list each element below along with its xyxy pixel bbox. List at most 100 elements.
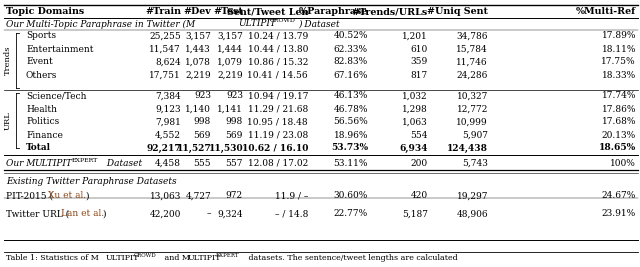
Text: Our M: Our M (6, 159, 35, 167)
Text: 11,547: 11,547 (149, 45, 181, 53)
Text: Health: Health (26, 104, 57, 113)
Text: Xu et al.: Xu et al. (48, 191, 86, 201)
Text: 30.60%: 30.60% (333, 191, 368, 201)
Text: ULTIPIT: ULTIPIT (106, 254, 140, 262)
Text: 11,746: 11,746 (456, 57, 488, 66)
Text: 7,981: 7,981 (155, 117, 181, 127)
Text: 11,530: 11,530 (209, 143, 243, 152)
Text: and M: and M (162, 254, 190, 262)
Text: 998: 998 (226, 117, 243, 127)
Text: 18.65%: 18.65% (599, 143, 636, 152)
Text: 200: 200 (411, 159, 428, 167)
Text: Twitter URL (: Twitter URL ( (6, 210, 69, 218)
Text: 7,384: 7,384 (156, 92, 181, 100)
Text: 1,032: 1,032 (403, 92, 428, 100)
Text: Finance: Finance (26, 131, 63, 139)
Text: 923: 923 (226, 92, 243, 100)
Text: Existing Twitter Paraphrase Datasets: Existing Twitter Paraphrase Datasets (6, 178, 177, 187)
Text: 46.13%: 46.13% (333, 92, 368, 100)
Text: 11,527: 11,527 (177, 143, 211, 152)
Text: 42,200: 42,200 (150, 210, 181, 218)
Text: 2,219: 2,219 (186, 70, 211, 80)
Text: #Dev: #Dev (183, 7, 211, 17)
Text: 48,906: 48,906 (456, 210, 488, 218)
Text: 5,743: 5,743 (462, 159, 488, 167)
Text: 23.91%: 23.91% (602, 210, 636, 218)
Text: 53.11%: 53.11% (333, 159, 368, 167)
Text: 10.95 / 18.48: 10.95 / 18.48 (248, 117, 308, 127)
Text: 18.11%: 18.11% (602, 45, 636, 53)
Text: 11.19 / 23.08: 11.19 / 23.08 (248, 131, 308, 139)
Text: 420: 420 (411, 191, 428, 201)
Text: 46.78%: 46.78% (333, 104, 368, 113)
Text: 10.44 / 13.80: 10.44 / 13.80 (248, 45, 308, 53)
Text: Science/Tech: Science/Tech (26, 92, 86, 100)
Text: 10.41 / 14.56: 10.41 / 14.56 (248, 70, 308, 80)
Text: CROWD: CROWD (134, 253, 157, 258)
Text: 11.9 / –: 11.9 / – (275, 191, 308, 201)
Text: 1,140: 1,140 (185, 104, 211, 113)
Text: –: – (207, 210, 211, 218)
Text: 100%: 100% (610, 159, 636, 167)
Text: 11.29 / 21.68: 11.29 / 21.68 (248, 104, 308, 113)
Text: 20.13%: 20.13% (602, 131, 636, 139)
Text: Topic Domains: Topic Domains (6, 7, 84, 17)
Text: 34,786: 34,786 (456, 32, 488, 41)
Text: 17.89%: 17.89% (602, 32, 636, 41)
Text: ): ) (102, 210, 106, 218)
Text: 10,327: 10,327 (456, 92, 488, 100)
Text: Sports: Sports (26, 32, 56, 41)
Text: 19,297: 19,297 (456, 191, 488, 201)
Text: #Train: #Train (145, 7, 181, 17)
Text: 610: 610 (411, 45, 428, 53)
Text: 569: 569 (226, 131, 243, 139)
Text: 972: 972 (226, 191, 243, 201)
Text: 3,157: 3,157 (217, 32, 243, 41)
Text: 3,157: 3,157 (185, 32, 211, 41)
Text: 24.67%: 24.67% (602, 191, 636, 201)
Text: 9,324: 9,324 (218, 210, 243, 218)
Text: 1,443: 1,443 (185, 45, 211, 53)
Text: 4,552: 4,552 (155, 131, 181, 139)
Text: datasets. The sentence/tweet lengths are calculated: datasets. The sentence/tweet lengths are… (246, 254, 458, 262)
Text: 10,999: 10,999 (456, 117, 488, 127)
Text: 92,217: 92,217 (147, 143, 181, 152)
Text: 53.73%: 53.73% (331, 143, 368, 152)
Text: 8,624: 8,624 (156, 57, 181, 66)
Text: ULTIPIT: ULTIPIT (188, 254, 221, 262)
Text: ): ) (86, 191, 90, 201)
Text: 22.77%: 22.77% (333, 210, 368, 218)
Text: ) Dataset: ) Dataset (298, 19, 340, 29)
Text: %Paraphrase: %Paraphrase (299, 7, 368, 17)
Text: 40.52%: 40.52% (333, 32, 368, 41)
Text: 82.83%: 82.83% (333, 57, 368, 66)
Text: 17.74%: 17.74% (602, 92, 636, 100)
Text: 10.62 / 16.10: 10.62 / 16.10 (242, 143, 308, 152)
Text: 998: 998 (194, 117, 211, 127)
Text: 18.96%: 18.96% (333, 131, 368, 139)
Text: ULTIPIT: ULTIPIT (238, 19, 276, 29)
Text: EXPERT: EXPERT (216, 253, 239, 258)
Text: 12.08 / 17.02: 12.08 / 17.02 (248, 159, 308, 167)
Text: 1,079: 1,079 (217, 57, 243, 66)
Text: 554: 554 (410, 131, 428, 139)
Text: Politics: Politics (26, 117, 60, 127)
Text: 2,219: 2,219 (218, 70, 243, 80)
Text: CROWD: CROWD (270, 18, 296, 23)
Text: 6,934: 6,934 (399, 143, 428, 152)
Text: 10.94 / 19.17: 10.94 / 19.17 (248, 92, 308, 100)
Text: 1,063: 1,063 (403, 117, 428, 127)
Text: URL: URL (4, 111, 12, 130)
Text: Lan et al.: Lan et al. (61, 210, 104, 218)
Text: Dataset: Dataset (104, 159, 142, 167)
Text: 9,123: 9,123 (156, 104, 181, 113)
Text: 67.16%: 67.16% (333, 70, 368, 80)
Text: 18.33%: 18.33% (602, 70, 636, 80)
Text: 4,458: 4,458 (155, 159, 181, 167)
Text: Total: Total (26, 143, 51, 152)
Text: 1,078: 1,078 (185, 57, 211, 66)
Text: Our Multi-Topic Paraphrase in Twitter (M: Our Multi-Topic Paraphrase in Twitter (M (6, 19, 195, 29)
Text: 555: 555 (193, 159, 211, 167)
Text: 923: 923 (194, 92, 211, 100)
Text: 13,063: 13,063 (150, 191, 181, 201)
